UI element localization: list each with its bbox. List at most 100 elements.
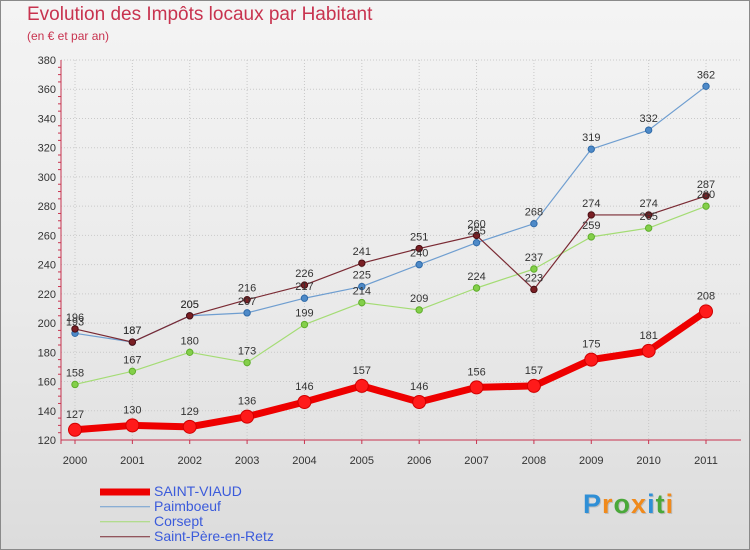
data-label: 208 bbox=[697, 290, 715, 302]
data-point bbox=[415, 260, 423, 269]
legend-label: Corsept bbox=[154, 513, 204, 529]
data-point bbox=[702, 202, 710, 210]
data-label: 259 bbox=[582, 220, 600, 232]
data-point bbox=[641, 343, 656, 358]
data-label: 217 bbox=[295, 281, 313, 293]
logo-letter: x bbox=[631, 489, 648, 519]
data-label: 214 bbox=[353, 286, 371, 298]
data-label: 173 bbox=[238, 346, 256, 358]
legend-label: Paimboeuf bbox=[154, 498, 221, 514]
x-tick-label: 2007 bbox=[464, 455, 488, 467]
data-label: 255 bbox=[467, 226, 485, 238]
data-label: 167 bbox=[123, 354, 141, 366]
y-tick-label: 320 bbox=[38, 143, 56, 155]
data-point bbox=[415, 306, 423, 314]
data-point bbox=[702, 192, 710, 200]
y-tick-label: 380 bbox=[38, 55, 56, 67]
x-axis: 2000 2001 2002 2003 2004 2005 2006 2007 2008 2009… bbox=[61, 439, 741, 467]
data-label: 187 bbox=[123, 325, 141, 337]
logo-letter: i bbox=[647, 489, 656, 519]
x-tick-label: 2010 bbox=[636, 455, 660, 467]
data-label: 146 bbox=[410, 381, 428, 393]
y-tick-label: 340 bbox=[38, 113, 56, 125]
series-layer bbox=[74, 85, 708, 434]
data-label: 280 bbox=[697, 189, 715, 201]
logo-letter: t bbox=[655, 489, 666, 519]
x-tick-label: 2011 bbox=[694, 455, 718, 467]
data-label: 224 bbox=[467, 271, 485, 283]
logo-letter: P bbox=[583, 489, 603, 519]
data-point bbox=[699, 304, 713, 319]
data-point bbox=[644, 211, 653, 219]
legend-swatch bbox=[100, 520, 150, 523]
chart-title: Evolution des Impôts locaux par Habitant bbox=[27, 4, 373, 25]
data-point bbox=[71, 380, 79, 389]
data-label: 265 bbox=[639, 211, 657, 223]
data-point bbox=[358, 298, 366, 307]
data-point bbox=[243, 358, 251, 367]
series-line-saint-p-re-en-retz bbox=[74, 195, 707, 343]
x-tick-label: 2006 bbox=[407, 455, 431, 467]
data-labels: 193 187 205 207 217 225 240 255 268 319 332 362 158 1… bbox=[66, 69, 715, 420]
x-tick-label: 2000 bbox=[63, 455, 87, 467]
x-tick-label: 2003 bbox=[235, 455, 259, 467]
data-label: 158 bbox=[66, 367, 84, 379]
y-tick-label: 180 bbox=[38, 347, 56, 359]
legend-swatch bbox=[100, 505, 150, 508]
data-label: 237 bbox=[525, 252, 543, 264]
legend-swatch bbox=[100, 535, 150, 538]
data-point bbox=[469, 380, 484, 395]
data-point bbox=[297, 395, 312, 409]
data-point bbox=[584, 352, 599, 367]
data-point bbox=[530, 219, 538, 228]
data-label: 240 bbox=[410, 248, 428, 260]
data-label: 226 bbox=[295, 268, 313, 280]
data-point bbox=[415, 244, 423, 253]
dots-layer bbox=[68, 82, 713, 437]
data-label: 332 bbox=[639, 113, 657, 125]
data-label: 181 bbox=[639, 330, 657, 342]
series-line-paimboeuf bbox=[74, 85, 707, 343]
data-point bbox=[358, 259, 366, 267]
data-label: 274 bbox=[639, 198, 657, 210]
data-label: 136 bbox=[238, 396, 256, 408]
data-point bbox=[472, 284, 481, 292]
y-tick-label: 200 bbox=[38, 318, 56, 330]
data-point bbox=[243, 295, 251, 304]
data-label: 260 bbox=[467, 218, 485, 230]
logo-letter: i bbox=[665, 489, 675, 519]
data-label: 225 bbox=[353, 270, 371, 282]
data-label: 175 bbox=[582, 339, 600, 351]
x-tick-label: 2005 bbox=[350, 455, 374, 467]
y-tick-label: 140 bbox=[38, 406, 56, 418]
proxiti-logo: Proxiti bbox=[583, 489, 674, 520]
data-label: 156 bbox=[467, 366, 485, 378]
data-point bbox=[186, 312, 194, 320]
data-label: 319 bbox=[582, 132, 600, 144]
data-label: 127 bbox=[66, 409, 84, 421]
legend-label: SAINT-VIAUD bbox=[154, 483, 242, 499]
data-label: 223 bbox=[525, 272, 543, 284]
data-label: 180 bbox=[181, 335, 199, 347]
data-label: 268 bbox=[525, 207, 543, 219]
data-point bbox=[530, 265, 538, 273]
data-label: 362 bbox=[697, 69, 715, 81]
data-point bbox=[300, 320, 309, 329]
x-tick-label: 2002 bbox=[177, 455, 201, 467]
logo-letter: r bbox=[602, 489, 614, 519]
data-point bbox=[68, 422, 82, 437]
data-point bbox=[412, 395, 427, 409]
data-label: 274 bbox=[582, 198, 600, 210]
data-point bbox=[587, 145, 595, 153]
grid bbox=[61, 59, 741, 441]
data-point bbox=[526, 378, 541, 393]
data-point bbox=[71, 325, 79, 333]
data-label: 241 bbox=[353, 246, 371, 258]
data-point bbox=[472, 238, 481, 247]
data-label: 146 bbox=[295, 381, 313, 393]
data-point bbox=[644, 126, 653, 134]
data-label: 207 bbox=[238, 296, 256, 308]
y-tick-label: 300 bbox=[38, 172, 56, 184]
data-label: 209 bbox=[410, 293, 428, 305]
x-tick-label: 2009 bbox=[579, 455, 603, 467]
